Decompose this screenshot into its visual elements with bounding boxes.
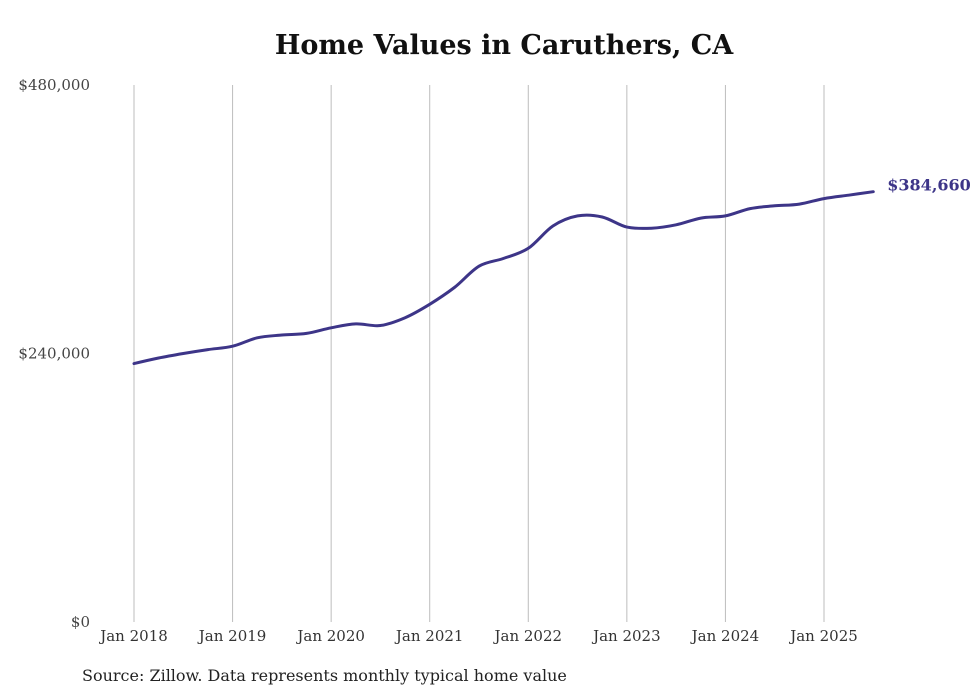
source-note: Source: Zillow. Data represents monthly …: [82, 666, 567, 685]
x-tick-label: Jan 2018: [98, 627, 168, 645]
x-tick-label: Jan 2024: [690, 627, 760, 645]
y-tick-label: $0: [71, 613, 90, 631]
grid-layer: [133, 85, 825, 622]
series-layer: $384,660: [132, 176, 971, 366]
x-tick-label: Jan 2019: [197, 627, 267, 645]
y-axis-ticks: $0 $240,000 $480,000: [18, 76, 90, 631]
x-axis-ticks: Jan 2018 Jan 2019 Jan 2020 Jan 2021 Jan 2022…: [98, 627, 858, 645]
x-tick-label: Jan 2020: [295, 627, 365, 645]
x-tick-label: Jan 2021: [394, 627, 464, 645]
y-tick-label: $240,000: [18, 345, 90, 363]
x-tick-label: Jan 2025: [788, 627, 858, 645]
y-tick-label: $480,000: [18, 76, 90, 94]
end-value-label: $384,660: [887, 176, 971, 195]
x-tick-label: Jan 2022: [493, 627, 563, 645]
series-line: [132, 190, 875, 366]
chart-title: Home Values in Caruthers, CA: [274, 30, 734, 61]
x-tick-label: Jan 2023: [591, 627, 661, 645]
